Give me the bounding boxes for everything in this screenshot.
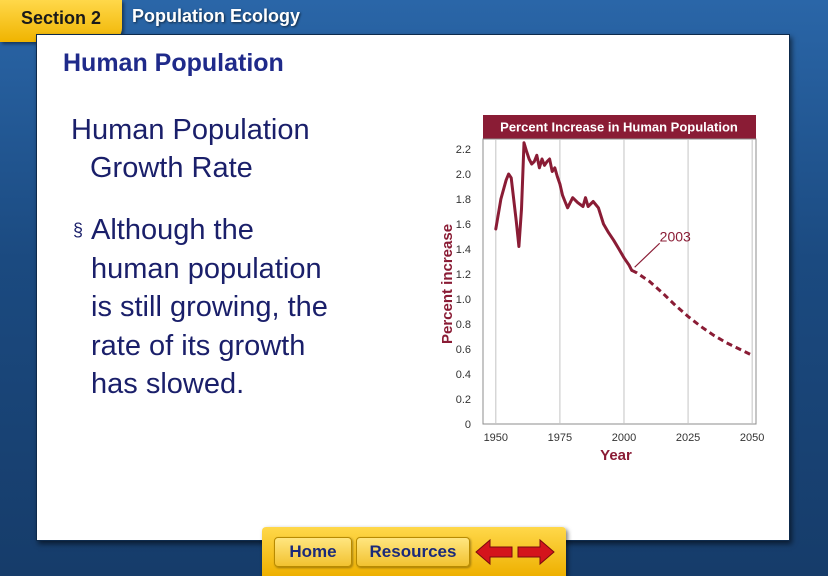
- bullet-icon: §: [73, 220, 84, 240]
- y-tick-label: 1.8: [456, 194, 471, 206]
- annotation-2003: 2003: [660, 228, 691, 244]
- historical-growth-line: [494, 141, 634, 272]
- sub-heading-line-1: Human Population: [71, 114, 310, 146]
- annotation-leader: [634, 242, 661, 268]
- y-tick-label: 0: [465, 419, 471, 431]
- bullet-line: human population: [91, 252, 322, 285]
- slide-heading: Human Population: [63, 49, 284, 77]
- sub-heading: Human Population Growth Rate: [71, 111, 371, 187]
- y-tick-label: 0.4: [456, 369, 471, 381]
- y-axis-label: Percent increase: [439, 224, 456, 344]
- x-tick-label: 2050: [740, 432, 764, 444]
- y-tick-label: 0.8: [456, 319, 471, 331]
- y-tick-label: 2.2: [456, 144, 471, 156]
- y-tick-label: 2.0: [456, 169, 471, 181]
- x-tick-label: 2000: [612, 432, 636, 444]
- home-button[interactable]: Home: [274, 537, 352, 567]
- x-tick-label: 2025: [676, 432, 700, 444]
- chapter-title: Population Ecology: [132, 6, 301, 26]
- bullet-line: has slowed.: [91, 368, 245, 400]
- arrow-right-icon[interactable]: [516, 538, 556, 566]
- navigation-bar: Home Resources: [262, 527, 566, 576]
- resources-button[interactable]: Resources: [356, 537, 470, 567]
- y-tick-label: 1.0: [456, 294, 471, 306]
- chart-title-bar: [483, 115, 756, 139]
- sub-heading-line-2: Growth Rate: [90, 152, 253, 184]
- y-tick-label: 1.4: [456, 244, 471, 256]
- bullet-line: Although the: [91, 214, 254, 246]
- y-tick-label: 0.6: [456, 344, 471, 356]
- plot-frame: [482, 138, 757, 425]
- bullet-point: § Although the human population is still…: [73, 211, 373, 404]
- chart-title: Percent Increase in Human Population: [500, 120, 738, 135]
- x-tick-label: 1975: [548, 432, 572, 444]
- y-tick-label: 0.2: [456, 394, 471, 406]
- y-tick-label: 1.6: [456, 219, 471, 231]
- x-tick-label: 1950: [484, 432, 508, 444]
- bullet-line: rate of its growth: [91, 329, 306, 362]
- y-tick-label: 1.2: [456, 269, 471, 281]
- slide-panel: Human Population Human Population Growth…: [36, 34, 790, 541]
- population-chart: Percent Increase in Human Population 195…: [439, 115, 764, 464]
- projected-growth-line: [631, 268, 753, 357]
- section-label: Section 2: [20, 8, 102, 28]
- bullet-line: is still growing, the: [91, 291, 328, 323]
- x-axis-label: Year: [600, 447, 632, 464]
- arrow-left-icon[interactable]: [474, 538, 514, 566]
